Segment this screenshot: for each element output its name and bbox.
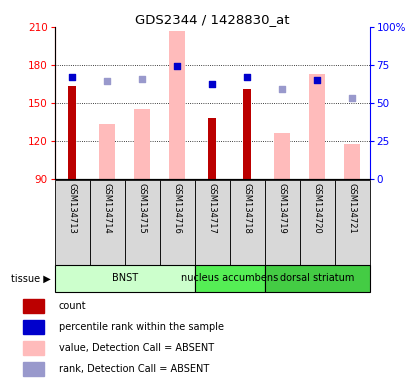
Text: GSM134713: GSM134713 [68, 183, 76, 234]
Bar [299, 180, 335, 265]
Text: nucleus accumbens: nucleus accumbens [181, 273, 278, 283]
Title: GDS2344 / 1428830_at: GDS2344 / 1428830_at [135, 13, 289, 26]
Text: GSM134716: GSM134716 [173, 183, 181, 234]
Point [314, 77, 320, 83]
Bar [274, 133, 290, 179]
Bar [23, 362, 44, 376]
Bar [344, 144, 360, 179]
Bar [169, 31, 185, 179]
Bar [265, 180, 299, 265]
Text: GSM134715: GSM134715 [138, 183, 147, 234]
Bar [194, 180, 230, 265]
Bar [55, 265, 194, 292]
Bar [23, 299, 44, 313]
Bar [125, 180, 160, 265]
Bar [194, 265, 265, 292]
Bar [134, 109, 150, 179]
Text: GSM134721: GSM134721 [348, 183, 357, 234]
Text: percentile rank within the sample: percentile rank within the sample [59, 322, 224, 332]
Point [244, 74, 250, 81]
Bar [335, 180, 370, 265]
Point [209, 81, 215, 87]
Bar [99, 124, 115, 179]
Point [279, 86, 286, 92]
Bar [243, 89, 251, 179]
Bar [55, 180, 89, 265]
Text: tissue ▶: tissue ▶ [10, 273, 50, 283]
Text: rank, Detection Call = ABSENT: rank, Detection Call = ABSENT [59, 364, 209, 374]
Bar [160, 180, 194, 265]
Bar [89, 180, 125, 265]
Text: GSM134714: GSM134714 [102, 183, 112, 234]
Text: value, Detection Call = ABSENT: value, Detection Call = ABSENT [59, 343, 214, 353]
Bar [208, 118, 216, 179]
Point [349, 94, 355, 101]
Text: GSM134717: GSM134717 [207, 183, 217, 234]
Bar [68, 86, 76, 179]
Bar [23, 341, 44, 355]
Text: BNST: BNST [112, 273, 138, 283]
Text: GSM134718: GSM134718 [243, 183, 252, 234]
Point [139, 76, 145, 82]
Text: GSM134720: GSM134720 [312, 183, 322, 234]
Bar [265, 265, 370, 292]
Text: GSM134719: GSM134719 [278, 183, 286, 234]
Point [69, 74, 76, 81]
Bar [230, 180, 265, 265]
Bar [309, 74, 325, 179]
Text: dorsal striatum: dorsal striatum [280, 273, 354, 283]
Point [104, 78, 110, 84]
Bar [23, 320, 44, 334]
Point [174, 63, 181, 69]
Text: count: count [59, 301, 87, 311]
